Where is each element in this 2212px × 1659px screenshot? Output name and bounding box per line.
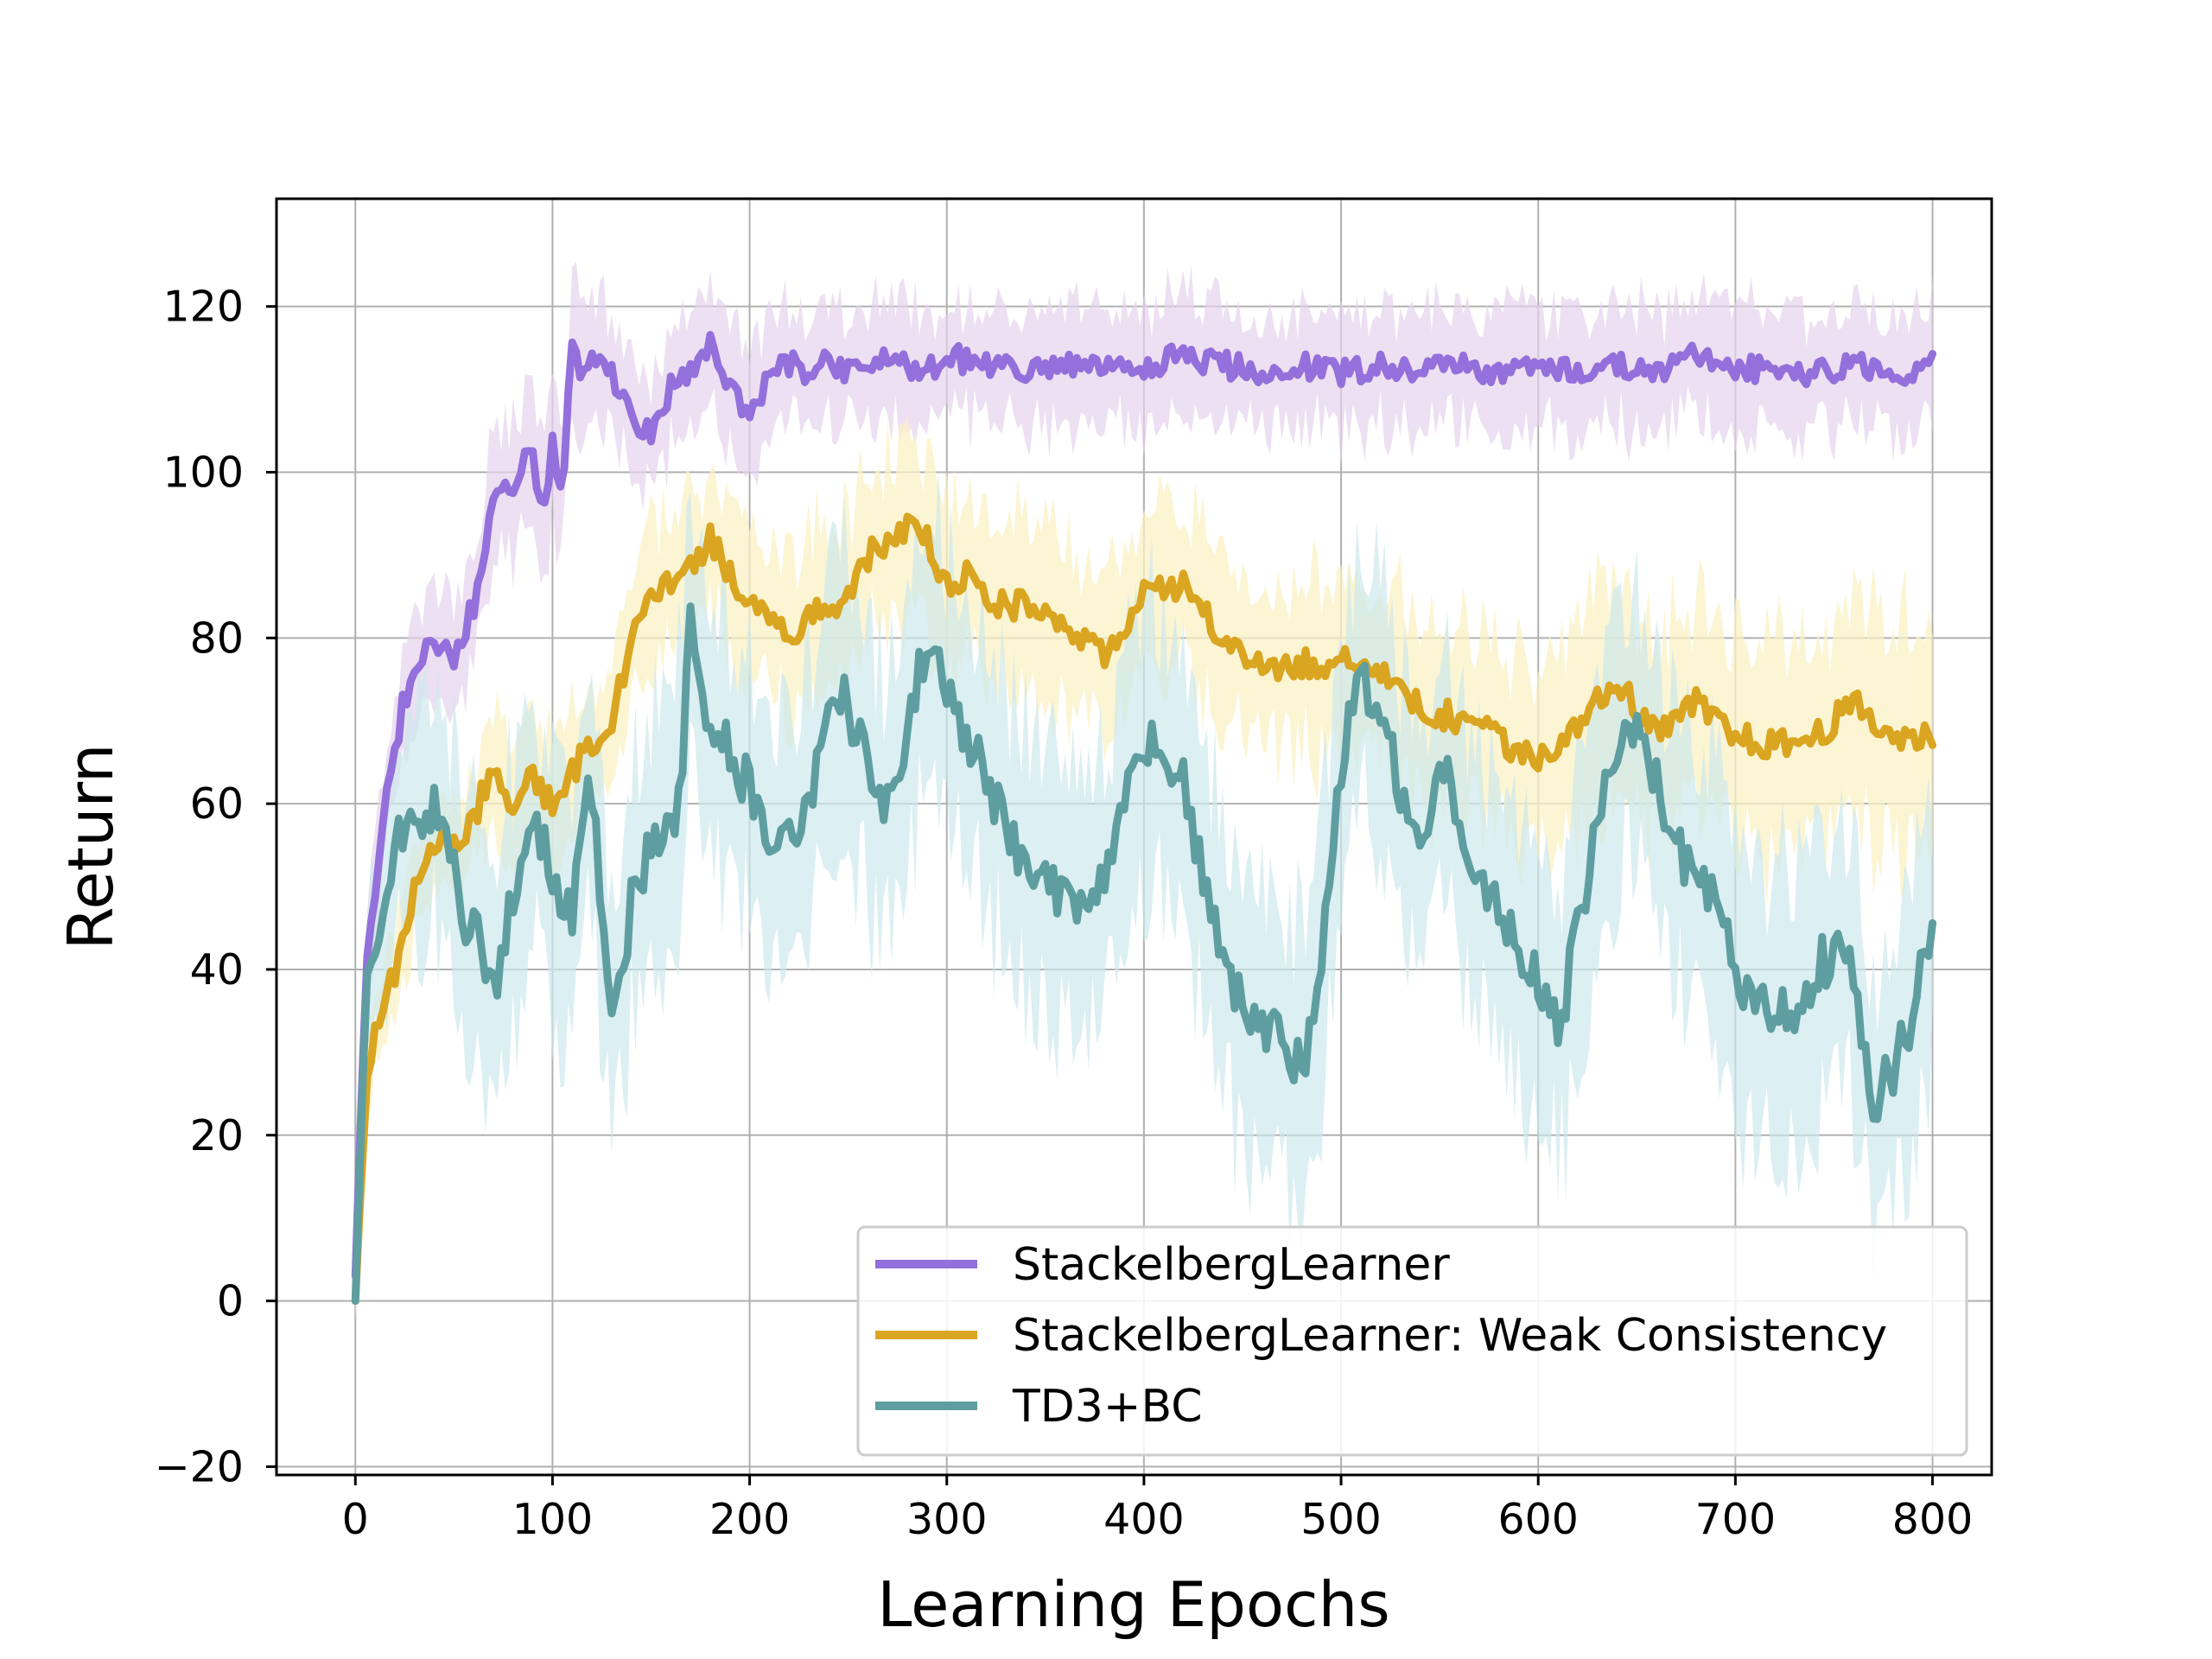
y-tick-label: 20 [190, 1111, 244, 1160]
x-tick-label: 700 [1695, 1495, 1777, 1544]
series-lines [351, 331, 1937, 1306]
legend: StackelbergLearner StackelbergLearner: W… [856, 1225, 1968, 1457]
series-band-2 [355, 471, 1933, 1319]
x-tick-label: 100 [512, 1495, 594, 1544]
legend-label-weak-consistency: StackelbergLearner: Weak Consistency [1013, 1310, 1887, 1362]
y-tick-label: 40 [190, 945, 244, 995]
plot-frame [275, 197, 1993, 1477]
series-line-2 [351, 602, 1937, 1306]
x-tick-label: 400 [1103, 1495, 1185, 1544]
legend-label-td3-bc: TD3+BC [1012, 1381, 1203, 1433]
x-tick-label: 200 [709, 1495, 791, 1544]
y-tick-label: 60 [190, 779, 244, 829]
legend-label-stackelberglearner: StackelbergLearner [1013, 1239, 1450, 1291]
axis-ticks: 0 100 200 300 400 500 600 700 800 −20 0 20 40 60 80 100… [155, 283, 1974, 1544]
y-tick-label: 80 [190, 613, 244, 663]
series-line-1 [351, 512, 1937, 1306]
y-tick-label: −20 [155, 1442, 244, 1491]
x-tick-label: 500 [1300, 1495, 1382, 1544]
x-tick-label: 800 [1892, 1495, 1974, 1544]
legend-box [856, 1225, 1968, 1457]
x-tick-label: 0 [342, 1495, 369, 1544]
series-line-0 [351, 331, 1937, 1281]
y-tick-label: 100 [162, 448, 244, 498]
y-axis-title: Return [54, 744, 127, 950]
y-tick-label: 120 [162, 283, 244, 332]
y-tick-label: 0 [217, 1277, 244, 1326]
x-tick-label: 600 [1497, 1495, 1579, 1544]
x-axis-title: Learning Epochs [877, 1568, 1389, 1641]
x-tick-label: 300 [906, 1495, 988, 1544]
